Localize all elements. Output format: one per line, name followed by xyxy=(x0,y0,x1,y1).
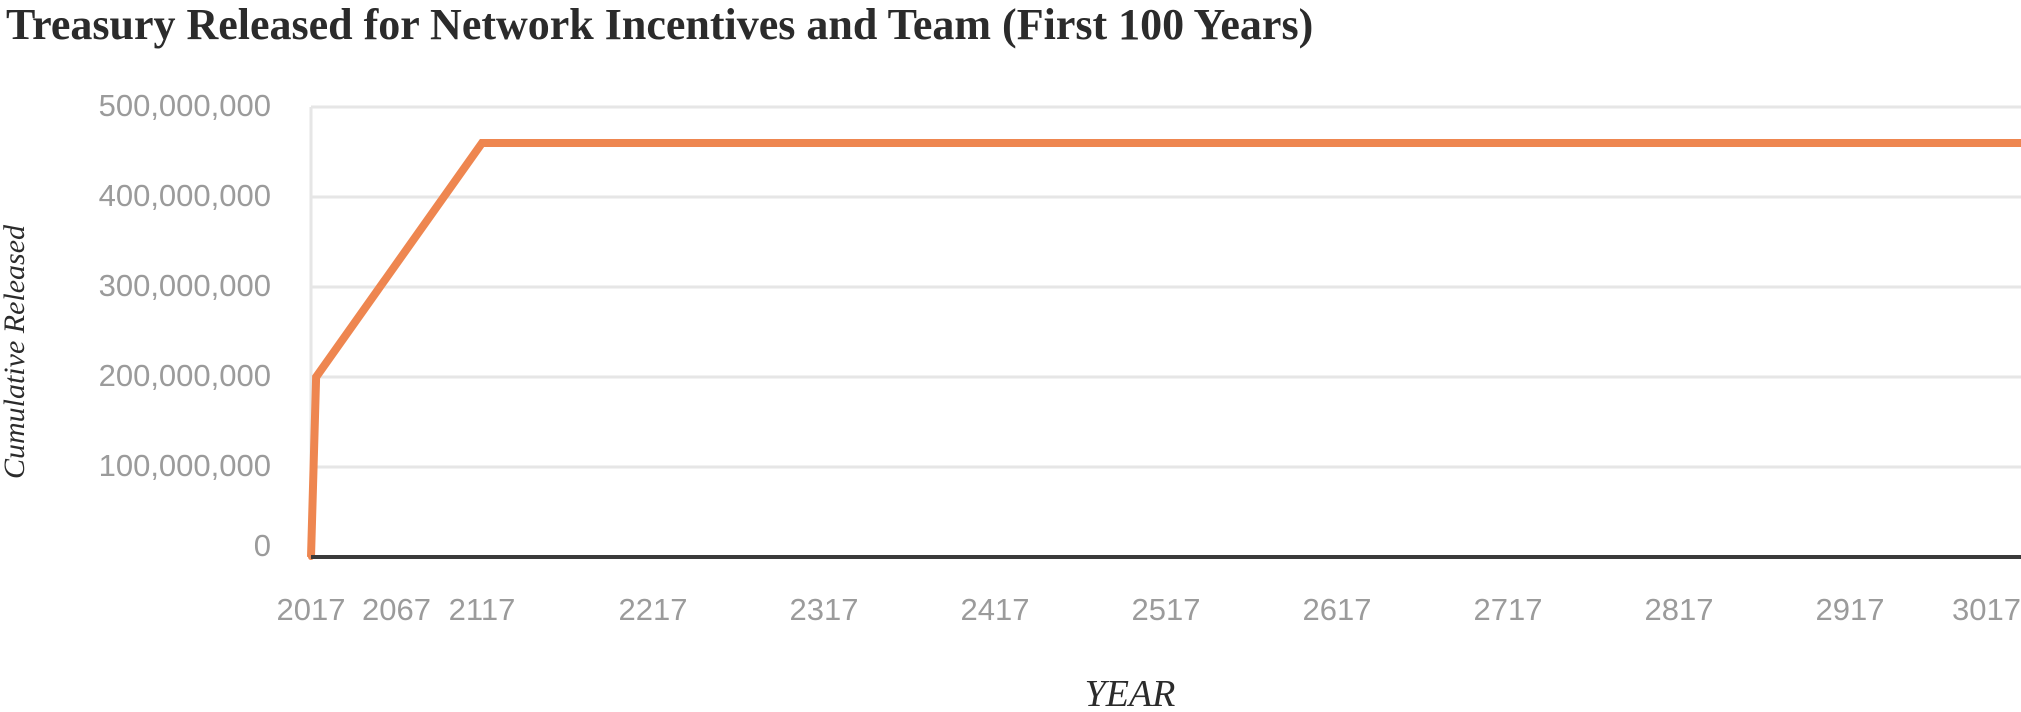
x-tick-label: 2117 xyxy=(449,592,516,627)
x-tick-label: 2017 xyxy=(277,592,346,627)
y-axis-ticks: 0 100,000,000 200,000,000 300,000,000 400,00… xyxy=(99,88,271,563)
x-tick-label: 2067 xyxy=(362,592,431,627)
x-tick-label: 2817 xyxy=(1645,592,1714,627)
data-point xyxy=(2018,140,2021,146)
series-layer xyxy=(307,139,2021,560)
y-tick-label: 400,000,000 xyxy=(99,178,271,213)
x-tick-label: 2217 xyxy=(619,592,688,627)
x-tick-label: 2517 xyxy=(1132,592,1201,627)
x-tick-label: 2917 xyxy=(1816,592,1885,627)
x-axis-ticks: 2017 2067 2117 2217 2317 2417 2517 2617 2717 2817… xyxy=(277,592,2021,627)
x-tick-label: 2717 xyxy=(1474,592,1543,627)
x-tick-label: 2417 xyxy=(961,592,1030,627)
y-tick-label: 0 xyxy=(254,528,271,563)
data-point xyxy=(479,140,485,146)
y-axis-title: Cumulative Released xyxy=(0,224,31,479)
x-tick-label: 2617 xyxy=(1303,592,1372,627)
x-axis-title: YEAR xyxy=(1085,673,1176,712)
y-tick-label: 500,000,000 xyxy=(99,88,271,123)
y-tick-label: 300,000,000 xyxy=(99,268,271,303)
x-tick-label: 3017 xyxy=(1952,592,2021,627)
chart-title: Treasury Released for Network Incentives… xyxy=(6,0,1314,49)
x-tick-label: 2317 xyxy=(790,592,859,627)
data-point xyxy=(313,374,320,380)
y-tick-label: 100,000,000 xyxy=(99,448,271,483)
y-tick-label: 200,000,000 xyxy=(99,358,271,393)
series-line xyxy=(307,139,2021,558)
gridlines xyxy=(309,105,2021,557)
